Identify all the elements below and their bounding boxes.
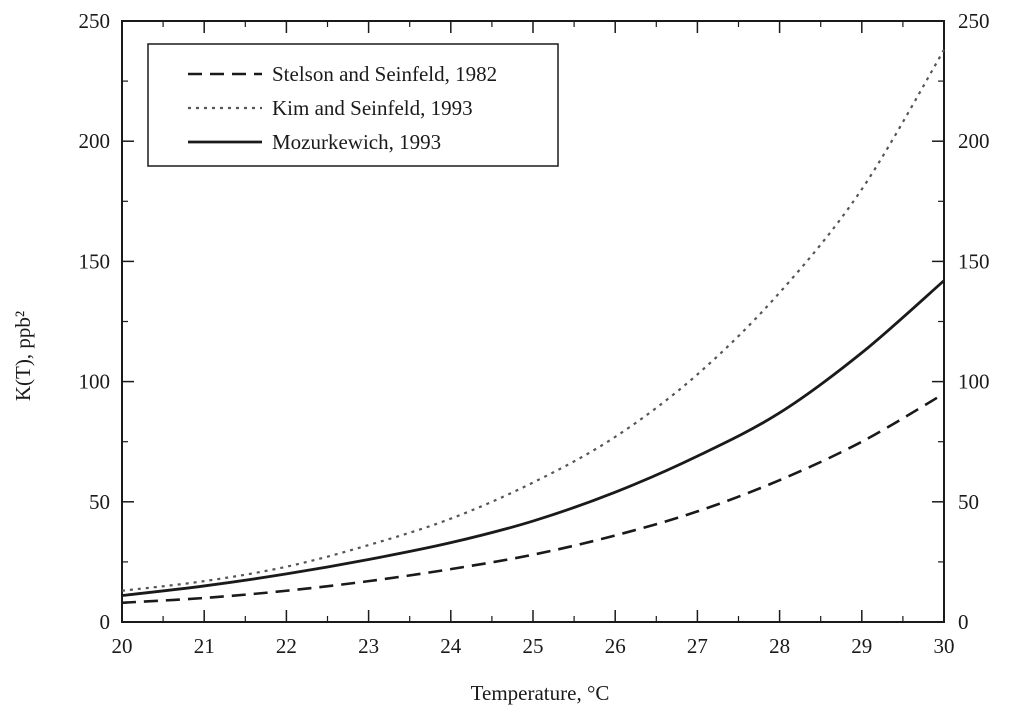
legend-label-2: Kim and Seinfeld, 1993 — [272, 96, 473, 120]
x-tick-label: 21 — [194, 634, 215, 658]
series-line-2 — [121, 49, 945, 592]
y-axis-ticks-left: 0 50 100 150 200 250 — [79, 9, 134, 634]
legend-label-1: Stelson and Seinfeld, 1982 — [272, 62, 497, 86]
x-tick-label: 26 — [605, 634, 626, 658]
x-axis-title: Temperature, °C — [471, 681, 610, 705]
x-tick-label: 24 — [440, 634, 462, 658]
series-line-3 — [121, 279, 945, 597]
y-tick-label-left: 200 — [79, 129, 111, 153]
legend: Stelson and Seinfeld, 1982 Kim and Seinfe… — [147, 43, 559, 167]
x-tick-label: 25 — [523, 634, 544, 658]
y-tick-label-right: 150 — [958, 249, 990, 273]
series-line-1 — [121, 392, 945, 605]
series-lines — [121, 49, 945, 605]
y-tick-label-right: 200 — [958, 129, 990, 153]
y-tick-label-left: 0 — [100, 610, 111, 634]
y-tick-label-right: 0 — [958, 610, 969, 634]
y-tick-label-left: 250 — [79, 9, 111, 33]
x-tick-label: 28 — [769, 634, 790, 658]
x-tick-label: 23 — [358, 634, 379, 658]
y-axis-title: K(T), ppb² — [11, 311, 35, 401]
x-tick-label: 27 — [687, 634, 708, 658]
legend-label-3: Mozurkewich, 1993 — [272, 130, 441, 154]
y-tick-label-right: 250 — [958, 9, 990, 33]
x-tick-label: 20 — [112, 634, 133, 658]
legend-box — [147, 43, 559, 167]
y-tick-label-right: 50 — [958, 490, 979, 514]
x-tick-label: 30 — [934, 634, 955, 658]
y-tick-label-left: 100 — [79, 370, 111, 394]
y-tick-label-right: 100 — [958, 370, 990, 394]
x-tick-label: 22 — [276, 634, 297, 658]
y-tick-label-left: 50 — [89, 490, 110, 514]
y-axis-ticks-right: 0 50 100 150 200 250 — [932, 9, 990, 634]
y-tick-label-left: 150 — [79, 249, 111, 273]
x-tick-label: 29 — [851, 634, 872, 658]
x-axis-ticks: 20 21 22 23 24 25 26 27 28 29 30 — [112, 21, 955, 658]
